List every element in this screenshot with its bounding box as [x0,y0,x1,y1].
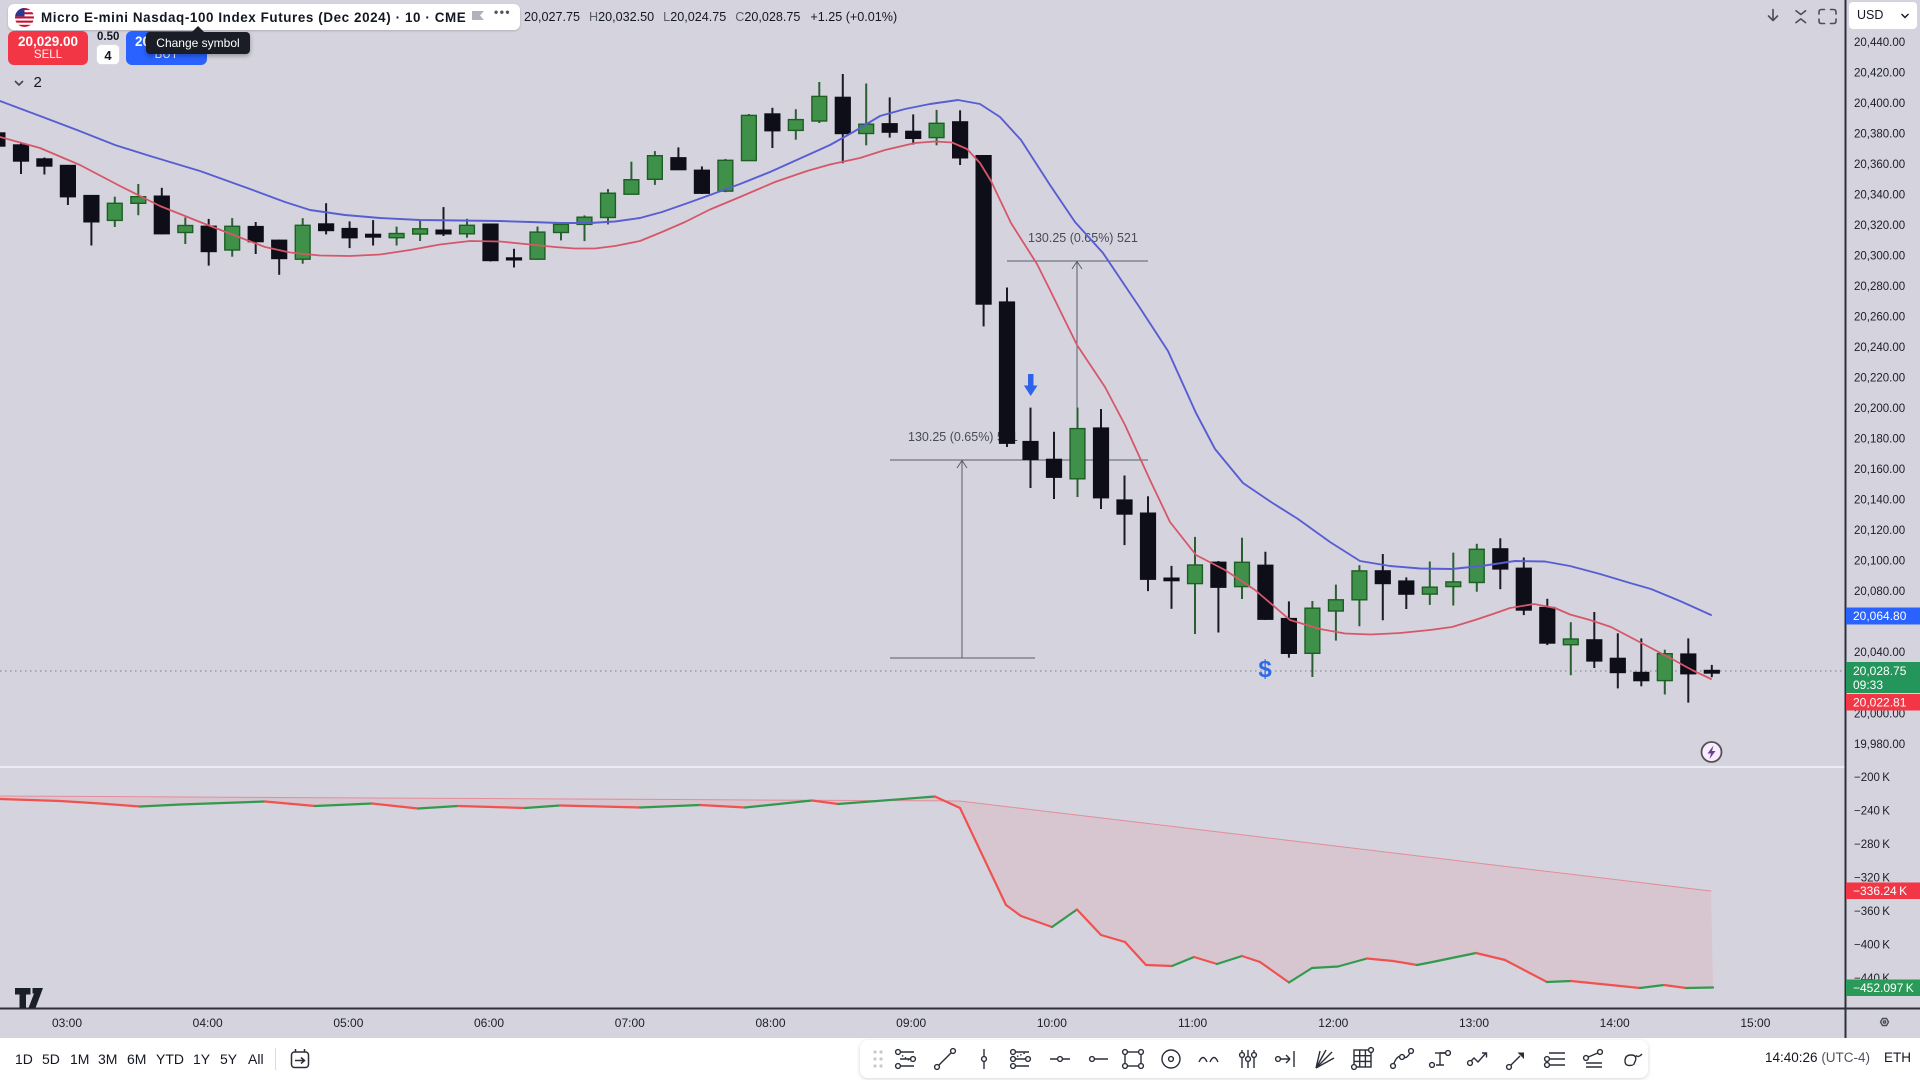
svg-text:07:00: 07:00 [615,1016,645,1030]
svg-text:20,022.81: 20,022.81 [1853,696,1907,710]
svg-text:20,300.00: 20,300.00 [1854,251,1905,263]
svg-text:05:00: 05:00 [333,1016,363,1030]
svg-text:20,080.00: 20,080.00 [1854,586,1905,598]
svg-text:04:00: 04:00 [193,1016,223,1030]
svg-text:20,180.00: 20,180.00 [1854,434,1905,446]
svg-text:−360 K: −360 K [1854,906,1890,918]
svg-text:20,100.00: 20,100.00 [1854,556,1905,568]
svg-text:14:00: 14:00 [1600,1016,1630,1030]
svg-text:−280 K: −280 K [1854,839,1890,851]
svg-text:20,240.00: 20,240.00 [1854,342,1905,354]
svg-text:−240 K: −240 K [1854,806,1890,818]
svg-text:−320 K: −320 K [1854,873,1890,885]
svg-text:20,200.00: 20,200.00 [1854,403,1905,415]
svg-text:12:00: 12:00 [1318,1016,1348,1030]
svg-text:20,120.00: 20,120.00 [1854,525,1905,537]
svg-text:03:00: 03:00 [52,1016,82,1030]
svg-text:20,160.00: 20,160.00 [1854,464,1905,476]
svg-text:15:00: 15:00 [1740,1016,1770,1030]
svg-text:20,360.00: 20,360.00 [1854,159,1905,171]
svg-text:20,040.00: 20,040.00 [1854,647,1905,659]
svg-text:20,260.00: 20,260.00 [1854,312,1905,324]
svg-text:−336.24 K: −336.24 K [1853,884,1907,898]
svg-text:09:33: 09:33 [1853,678,1883,692]
svg-text:130.25 (0.65%) 521: 130.25 (0.65%) 521 [908,430,1018,444]
svg-text:20,340.00: 20,340.00 [1854,190,1905,202]
svg-text:20,320.00: 20,320.00 [1854,220,1905,232]
svg-text:20,400.00: 20,400.00 [1854,98,1905,110]
svg-text:130.25 (0.65%) 521: 130.25 (0.65%) 521 [1028,231,1138,245]
svg-text:−200 K: −200 K [1854,772,1890,784]
svg-text:−400 K: −400 K [1854,940,1890,952]
svg-text:20,420.00: 20,420.00 [1854,68,1905,80]
svg-text:10:00: 10:00 [1037,1016,1067,1030]
svg-text:20,028.75: 20,028.75 [1853,664,1907,678]
svg-text:11:00: 11:00 [1178,1016,1207,1030]
svg-text:−452.097 K: −452.097 K [1853,981,1914,995]
svg-text:06:00: 06:00 [474,1016,504,1030]
svg-text:13:00: 13:00 [1459,1016,1489,1030]
svg-text:20,280.00: 20,280.00 [1854,281,1905,293]
svg-text:20,440.00: 20,440.00 [1854,37,1905,49]
svg-text:20,000.00: 20,000.00 [1854,709,1905,721]
svg-text:09:00: 09:00 [896,1016,926,1030]
svg-text:$: $ [1258,656,1272,683]
svg-text:20,380.00: 20,380.00 [1854,129,1905,141]
svg-text:20,064.80: 20,064.80 [1853,609,1907,623]
svg-text:19,980.00: 19,980.00 [1854,739,1905,751]
svg-text:20,140.00: 20,140.00 [1854,495,1905,507]
svg-text:08:00: 08:00 [755,1016,785,1030]
svg-text:20,220.00: 20,220.00 [1854,373,1905,385]
